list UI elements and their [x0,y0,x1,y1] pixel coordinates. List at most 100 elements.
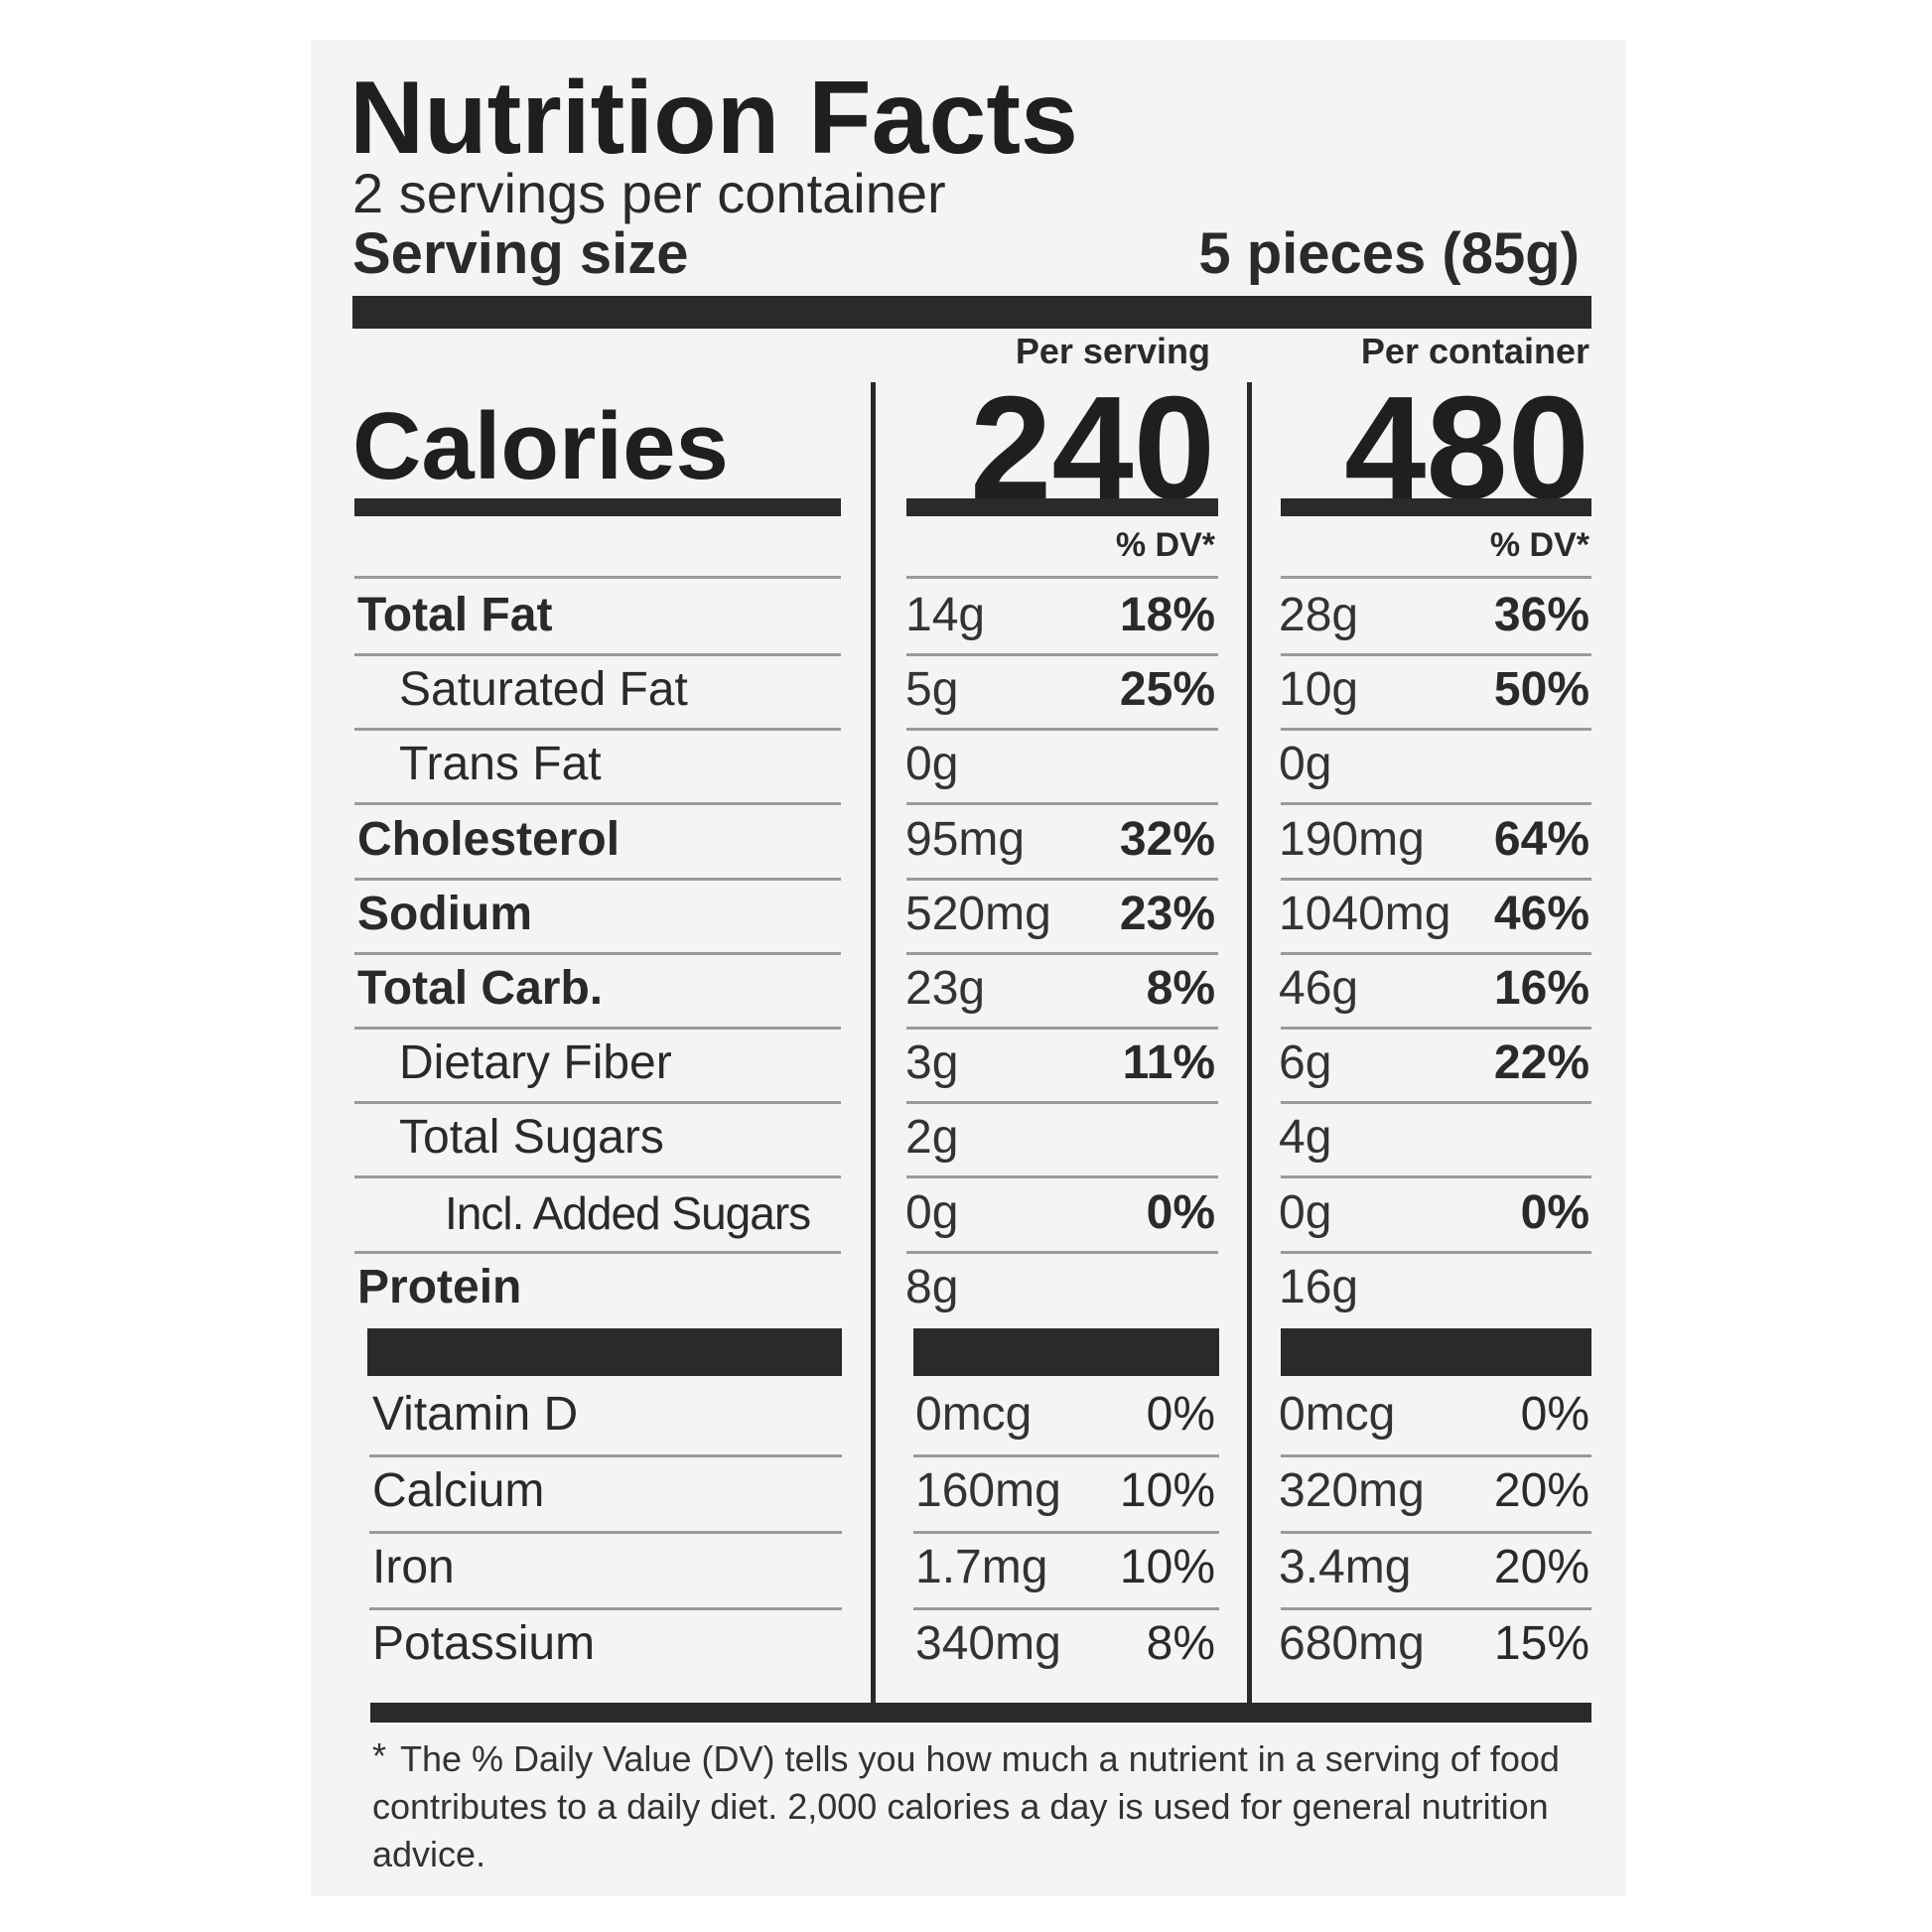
vitamin-name: Vitamin D [372,1388,579,1441]
serving-dv: 23% [1119,888,1215,940]
serving-dv: 18% [1119,589,1215,641]
serving-amount: 520mg [905,888,1051,940]
vitamin-serving-amount: 160mg [915,1464,1061,1517]
column-divider-1 [871,382,876,1703]
serving-dv: 11% [1122,1036,1215,1089]
container-amount: 1040mg [1279,888,1451,940]
row-divider [906,1027,1218,1030]
container-amount: 0g [1279,738,1332,790]
row-divider [906,1251,1218,1254]
row-divider [906,802,1218,805]
vitamin-container-dv: 20% [1493,1464,1589,1517]
container-dv: 46% [1493,888,1589,940]
nutrient-name: Dietary Fiber [399,1036,672,1089]
calories-per-container: 480 [1344,366,1589,530]
vitamin-container-amount: 320mg [1279,1464,1425,1517]
vitamin-container-amount: 3.4mg [1279,1541,1412,1593]
per-container-header: Per container [1360,331,1589,371]
row-divider [1281,952,1591,955]
nutrient-name: Incl. Added Sugars [445,1187,811,1239]
header-divider [354,576,841,579]
nutrient-name: Total Carb. [357,962,604,1015]
nutrient-name: Protein [357,1261,522,1313]
container-amount: 6g [1279,1036,1332,1089]
row-divider [354,728,841,731]
vitamin-serving-dv: 10% [1119,1464,1215,1517]
vitamin-row-divider [369,1531,842,1534]
nutrient-name: Saturated Fat [399,663,688,716]
vitamin-row-divider [369,1454,842,1457]
row-divider [906,878,1218,881]
serving-size-value: 5 pieces (85g) [1198,221,1580,286]
nutrient-name: Cholesterol [357,813,621,866]
container-dv: 16% [1493,962,1589,1015]
serving-amount: 3g [905,1036,959,1089]
container-dv: 0% [1520,1186,1589,1239]
serving-amount: 5g [905,663,959,716]
container-amount: 10g [1279,663,1359,716]
vitamin-name: Iron [372,1541,455,1593]
vitamin-row-divider [1281,1454,1591,1457]
container-dv: 22% [1493,1036,1589,1089]
row-divider [1281,653,1591,656]
row-divider [906,952,1218,955]
row-divider [354,802,841,805]
vitamin-name: Calcium [372,1464,545,1517]
calories-divider-serving [906,498,1218,516]
row-divider [354,1251,841,1254]
row-divider [1281,1101,1591,1104]
vitamin-container-dv: 0% [1520,1388,1589,1441]
row-divider [906,728,1218,731]
serving-size-label: Serving size [352,221,689,286]
serving-dv: 25% [1119,663,1215,716]
nutrient-name: Trans Fat [399,738,602,790]
calories-divider-label [354,498,841,516]
row-divider [1281,728,1591,731]
vitamin-serving-dv: 10% [1119,1541,1215,1593]
row-divider [354,1027,841,1030]
vitamin-divider-container [1281,1328,1591,1376]
row-divider [1281,1027,1591,1030]
serving-dv: 0% [1146,1186,1215,1239]
top-thick-divider [352,296,1591,329]
vitamin-row-divider [913,1607,1219,1610]
serving-amount: 14g [905,589,986,641]
vitamin-row-divider [1281,1607,1591,1610]
vitamin-name: Potassium [372,1617,596,1670]
dv-header-serving: % DV* [1115,526,1215,564]
vitamin-container-amount: 680mg [1279,1617,1425,1670]
serving-amount: 0g [905,1186,959,1239]
footnote-text: The % Daily Value (DV) tells you how muc… [372,1738,1560,1874]
servings-per-container: 2 servings per container [352,162,946,224]
vitamin-serving-dv: 0% [1146,1388,1215,1441]
container-amount: 28g [1279,589,1359,641]
row-divider [354,878,841,881]
vitamin-serving-amount: 340mg [915,1617,1061,1670]
row-divider [354,1101,841,1104]
vitamin-serving-amount: 1.7mg [915,1541,1048,1593]
vitamin-container-dv: 20% [1493,1541,1589,1593]
vitamin-container-amount: 0mcg [1279,1388,1396,1441]
nutrient-name: Total Fat [357,589,553,641]
container-amount: 46g [1279,962,1359,1015]
vitamin-row-divider [369,1607,842,1610]
row-divider [354,952,841,955]
label-title: Nutrition Facts [349,61,1078,176]
row-divider [1281,802,1591,805]
serving-amount: 23g [905,962,986,1015]
column-divider-2 [1247,382,1252,1703]
per-serving-header: Per serving [1015,331,1210,371]
vitamin-divider-serving [913,1328,1219,1376]
container-dv: 64% [1493,813,1589,866]
row-divider [1281,1251,1591,1254]
container-amount: 4g [1279,1111,1332,1164]
dv-header-container: % DV* [1489,526,1589,564]
vitamin-row-divider [1281,1531,1591,1534]
container-amount: 16g [1279,1261,1359,1313]
nutrient-name: Sodium [357,888,532,940]
serving-amount: 95mg [905,813,1026,866]
nutrition-label-panel [311,40,1626,1896]
row-divider [1281,1175,1591,1178]
footnote-star: * [372,1735,387,1776]
row-divider [906,653,1218,656]
